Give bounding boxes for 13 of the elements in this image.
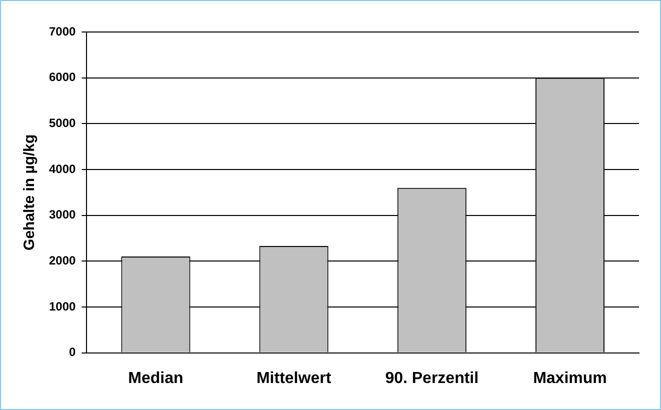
y-tick-label: 7000: [48, 24, 76, 38]
x-tick-label: Median: [128, 370, 184, 387]
x-tick-label: 90. Perzentil: [385, 370, 479, 387]
y-tick-label: 0: [69, 345, 76, 360]
x-tick-label: Maximum: [533, 370, 607, 387]
y-tick-label: 4000: [48, 162, 76, 176]
x-tick-label: Mittelwert: [256, 370, 332, 387]
y-axis-title: Gehalte in µg/kg: [21, 134, 38, 250]
y-tick-label: 6000: [48, 70, 76, 84]
y-tick-label: 2000: [48, 253, 76, 268]
y-tick-label: 3000: [48, 208, 76, 222]
y-tick-label: 1000: [48, 299, 76, 314]
y-tick-label: 5000: [48, 116, 76, 130]
